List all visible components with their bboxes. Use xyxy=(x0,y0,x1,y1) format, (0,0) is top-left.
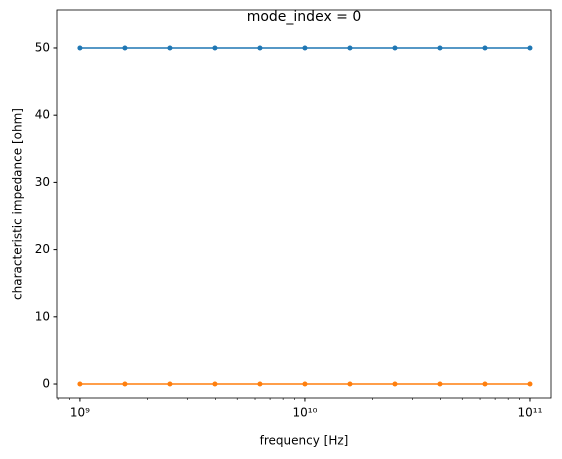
y-axis-label: characteristic impedance [ohm] xyxy=(11,108,25,300)
chart-title: mode_index = 0 xyxy=(247,9,362,25)
y-tick-label: 50 xyxy=(35,40,50,54)
y-tick-label: 0 xyxy=(42,377,50,391)
point xyxy=(302,45,308,51)
y-tick-label: 10 xyxy=(35,309,50,323)
plot-frame xyxy=(56,9,552,399)
point xyxy=(167,45,173,51)
y-tick-label: 40 xyxy=(35,108,50,122)
point xyxy=(527,45,533,51)
point xyxy=(347,381,353,387)
point xyxy=(527,381,533,387)
y-tick-label: 20 xyxy=(35,242,50,256)
y-tick-label: 30 xyxy=(35,175,50,189)
x-tick-label: 10⁹ xyxy=(70,406,90,420)
point xyxy=(257,381,263,387)
point xyxy=(437,381,443,387)
point xyxy=(482,45,488,51)
point xyxy=(437,45,443,51)
point xyxy=(122,45,128,51)
point xyxy=(122,381,128,387)
x-tick-label: 10¹⁰ xyxy=(293,406,318,420)
point xyxy=(257,45,263,51)
point xyxy=(212,381,218,387)
point xyxy=(482,381,488,387)
x-axis-label: frequency [Hz] xyxy=(260,434,349,448)
point xyxy=(392,45,398,51)
point xyxy=(77,381,83,387)
x-tick-label: 10¹¹ xyxy=(518,406,543,420)
point xyxy=(167,381,173,387)
point xyxy=(212,45,218,51)
point xyxy=(77,45,83,51)
point xyxy=(392,381,398,387)
point xyxy=(302,381,308,387)
point xyxy=(347,45,353,51)
